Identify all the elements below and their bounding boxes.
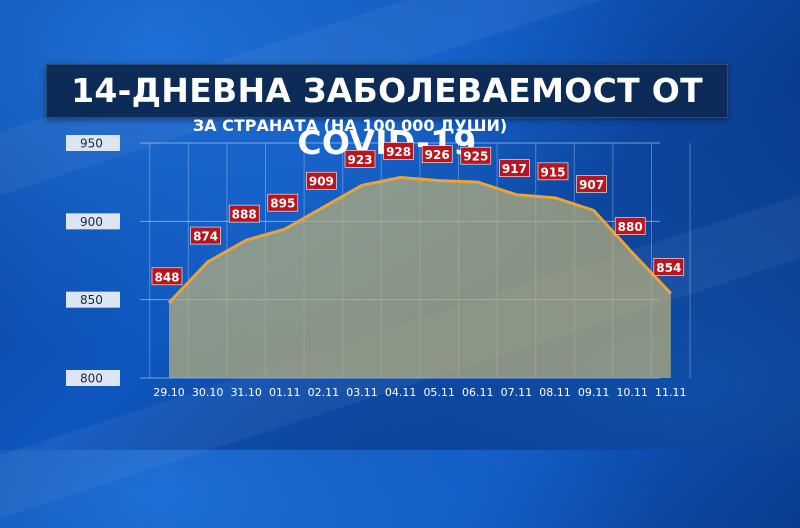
data-label-box	[306, 171, 337, 190]
data-label: 880	[618, 220, 643, 234]
data-labels: 848 874 888 895 909 923 928 926 925 917 915 907 880 8…	[151, 142, 685, 286]
x-tick-label: 10.11	[616, 386, 648, 399]
data-label: 928	[386, 145, 411, 159]
chart-subtitle: ЗА СТРАНАТА (НА 100 000 ДУШИ)	[192, 116, 508, 135]
data-label: 874	[193, 230, 218, 244]
data-label: 923	[347, 153, 372, 167]
data-label: 926	[425, 148, 450, 162]
data-label: 854	[656, 261, 681, 275]
data-label: 848	[154, 270, 179, 284]
data-label: 895	[270, 197, 295, 211]
x-axis: 29.10 30.10 31.10 01.11 02.11 03.11 04.11 05.11…	[153, 386, 686, 399]
x-tick-label: 01.11	[269, 386, 301, 399]
y-tick-label: 800	[80, 372, 103, 386]
data-label-box	[383, 142, 414, 160]
data-label-box	[151, 267, 183, 286]
x-tick-label: 03.11	[346, 386, 378, 399]
data-label-box	[460, 146, 492, 165]
y-axis: 800 850 900 950	[66, 135, 120, 386]
x-tick-label: 08.11	[539, 386, 571, 399]
incidence-area-chart: 800 850 900 950 29.10 30.10 31.10 01.11 02.11 03…	[66, 135, 691, 399]
data-label-box	[499, 159, 530, 177]
x-tick-label: 31.10	[230, 386, 262, 399]
data-label-box	[190, 226, 221, 245]
data-label-box	[421, 145, 453, 163]
data-label-box	[344, 150, 376, 168]
data-label-box	[614, 217, 646, 235]
data-label-box	[537, 162, 569, 181]
data-label: 917	[502, 162, 527, 176]
x-tick-label: 29.10	[153, 386, 185, 399]
y-tick-label: 900	[80, 215, 103, 229]
x-tick-label: 02.11	[308, 386, 340, 399]
x-tick-label: 30.10	[192, 386, 224, 399]
x-tick-label: 05.11	[423, 386, 455, 399]
y-tick-label: 850	[80, 293, 103, 307]
data-label-box	[653, 258, 685, 276]
x-tick-label: 04.11	[385, 386, 417, 399]
y-tick-label: 950	[80, 137, 103, 151]
data-label: 925	[463, 150, 488, 164]
data-label: 915	[540, 165, 565, 179]
data-label-box	[576, 175, 607, 193]
x-tick-label: 06.11	[462, 386, 494, 399]
data-label-box	[267, 193, 299, 212]
area-fill	[169, 177, 671, 378]
area-layer	[167, 175, 672, 378]
y-tick-box	[66, 370, 120, 386]
series-line	[167, 175, 672, 304]
y-tick-box	[66, 213, 120, 230]
x-tick-label: 11.11	[655, 386, 687, 399]
y-tick-box	[66, 291, 120, 308]
data-label-box	[228, 204, 260, 223]
data-label: 907	[579, 178, 604, 192]
y-tick-box	[66, 135, 120, 151]
data-label: 909	[309, 175, 334, 189]
x-tick-label: 07.11	[501, 386, 533, 399]
x-tick-label: 09.11	[578, 386, 610, 399]
data-label: 888	[232, 208, 257, 222]
